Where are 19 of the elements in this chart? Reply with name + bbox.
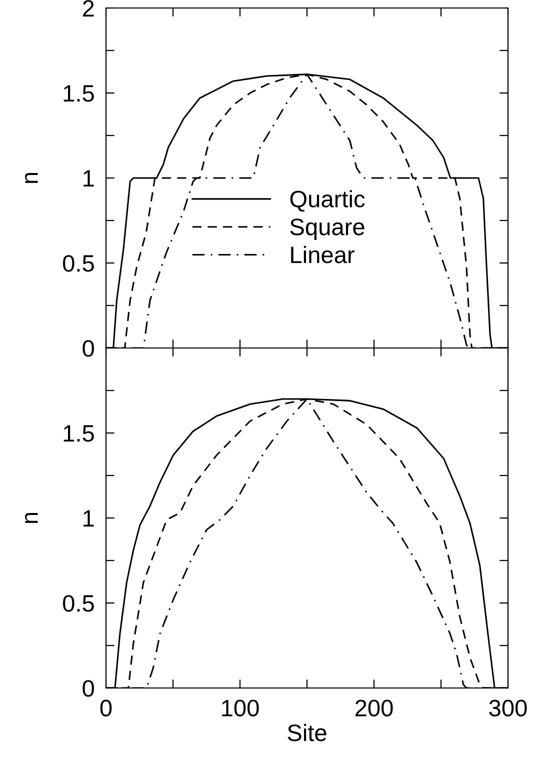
x-tick-label: 300 <box>489 700 527 716</box>
x-axis-title: Site <box>288 724 326 742</box>
y-tick-label: 0 <box>82 680 94 697</box>
x-tick-label: 0 <box>100 700 112 716</box>
x-tick-label: 100 <box>222 700 259 716</box>
x-tick-label: 200 <box>355 700 393 716</box>
y-tick-label: 1.5 <box>64 425 94 442</box>
y-tick-label: 1 <box>84 510 94 527</box>
y-axis-title: n <box>25 172 38 183</box>
y-axis-title: n <box>25 512 38 523</box>
y-tick-label: 0.5 <box>62 255 94 272</box>
y-tick-label: 1.5 <box>64 85 94 102</box>
y-tick-label: 1 <box>84 170 94 187</box>
y-tick-label: 2 <box>82 0 94 17</box>
legend-label: Square <box>290 218 364 240</box>
legend-label: Linear <box>291 246 354 264</box>
legend-label: Quartic <box>290 190 365 212</box>
y-tick-label: 0 <box>82 340 94 357</box>
y-tick-label: 0.5 <box>62 595 94 612</box>
